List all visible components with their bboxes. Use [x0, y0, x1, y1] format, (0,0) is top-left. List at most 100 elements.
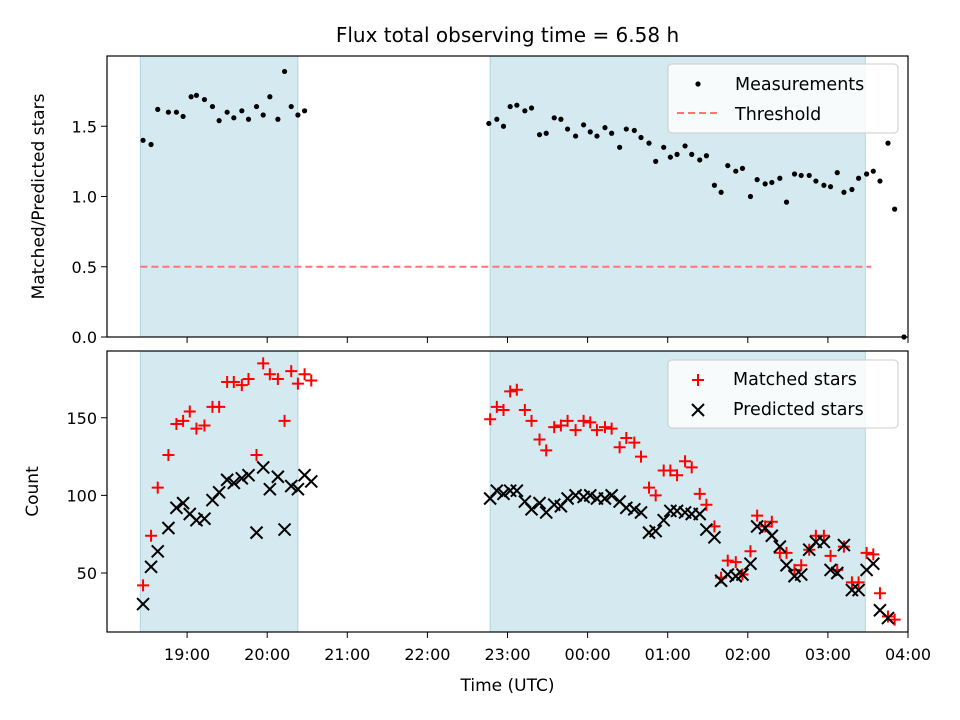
measurement-point: [798, 172, 804, 179]
measurement-point: [216, 118, 222, 124]
measurement-point: [821, 182, 827, 188]
matched-star-point: [198, 419, 211, 432]
matched-star-point: [860, 546, 873, 559]
measurement-point: [747, 193, 754, 200]
measurement-point: [486, 120, 492, 127]
top-legend-box: [667, 63, 899, 134]
measurement-point: [689, 151, 695, 157]
predicted-star-point: [604, 488, 619, 503]
predicted-star-point: [212, 485, 226, 499]
measurement-point: [275, 116, 281, 122]
predicted-star-point: [817, 535, 831, 549]
predicted-star-point: [524, 502, 539, 517]
x-axis-label: Time (UTC): [460, 676, 555, 696]
measurement-point: [514, 102, 520, 108]
measurement-point: [667, 154, 673, 160]
matched-star-point: [242, 372, 255, 385]
matched-star-point: [490, 400, 503, 413]
matched-star-point: [298, 368, 311, 381]
predicted-star-point: [256, 460, 270, 475]
predicted-star-point: [271, 470, 285, 484]
matched-star-point: [613, 441, 626, 454]
measurement-point: [602, 125, 608, 131]
measurement-point: [777, 175, 783, 181]
x-tick-label: 21:00: [324, 645, 370, 664]
measurement-point: [841, 189, 847, 195]
measurement-point: [762, 181, 768, 187]
predicted-star-point: [249, 525, 264, 540]
measurement-point: [260, 112, 266, 118]
matched-star-point: [213, 400, 226, 413]
predicted-star-point: [693, 507, 707, 521]
measurement-point: [587, 129, 593, 135]
measurement-point: [864, 171, 870, 177]
matched-star-point: [525, 414, 538, 427]
matched-star-point: [561, 414, 574, 427]
measurement-points: [140, 68, 907, 340]
measurement-point: [791, 171, 798, 177]
measurement-point: [267, 94, 273, 100]
predicted-star-point: [291, 482, 305, 496]
matched-star-point: [867, 548, 880, 561]
measurement-point: [718, 189, 724, 195]
measurement-point: [733, 168, 739, 174]
predicted-star-point: [235, 471, 249, 486]
predicted-star-point: [583, 488, 597, 503]
matched-star-point: [257, 357, 270, 370]
matched-star-point: [510, 383, 523, 396]
y-tick-label: 0.5: [72, 258, 97, 277]
predicted-star-point: [136, 597, 150, 611]
predicted-star-point: [161, 521, 176, 535]
measurement-point: [528, 105, 535, 111]
predicted-star-point: [743, 556, 758, 571]
top-y-ticks: 0.0 0.5 1.0 1.5: [72, 117, 107, 347]
predicted-star-point: [189, 513, 204, 527]
matched-star-point: [170, 417, 183, 430]
matched-star-point: [628, 436, 641, 449]
measurement-point: [754, 177, 760, 183]
matched-star-point: [620, 431, 633, 444]
matched-star-point: [151, 481, 164, 494]
measurement-point: [155, 106, 161, 112]
matched-star-point: [817, 529, 830, 542]
x-tick-label: 23:00: [484, 645, 530, 664]
matched-star-point: [540, 444, 553, 457]
y-tick-label: 0.0: [72, 328, 97, 347]
measurement-point: [148, 141, 154, 148]
bottom-y-ticks: 50 100 150: [66, 409, 107, 583]
matched-star-point: [250, 449, 263, 462]
predicted-star-point: [634, 505, 648, 520]
predicted-star-point: [779, 558, 794, 572]
bottom-y-axis-label: Count: [23, 466, 43, 517]
predicted-star-point: [648, 524, 663, 538]
matched-star-point: [693, 487, 706, 500]
matched-star-point: [751, 509, 764, 522]
measurement-point: [507, 103, 513, 110]
predicted-star-point: [656, 513, 671, 527]
measurement-point: [711, 182, 718, 188]
matched-star-point: [780, 546, 793, 559]
measurement-point: [209, 103, 216, 110]
matched-star-point: [518, 403, 531, 416]
measurement-point: [188, 94, 194, 100]
legend-threshold-label: Threshold: [734, 105, 821, 125]
predicted-star-point: [765, 529, 779, 543]
measurement-point: [623, 126, 629, 132]
predicted-star-point: [866, 556, 880, 571]
measurement-point: [193, 92, 200, 98]
measurement-point: [288, 103, 294, 110]
matched-star-point: [679, 455, 692, 468]
matched-star-point: [162, 449, 175, 462]
measurement-point: [725, 162, 731, 169]
predicted-star-point: [735, 567, 750, 582]
measurement-point: [239, 108, 245, 114]
legend-predicted-label: Predicted stars: [733, 400, 864, 420]
predicted-star-point: [176, 496, 190, 510]
matched-star-point: [744, 545, 757, 558]
matched-star-point: [548, 421, 561, 434]
matched-star-point: [635, 450, 647, 463]
predicted-star-point: [823, 563, 838, 577]
x-tick-label: 22:00: [404, 645, 450, 664]
matched-star-point: [824, 549, 837, 562]
predicted-star-point: [304, 474, 318, 489]
